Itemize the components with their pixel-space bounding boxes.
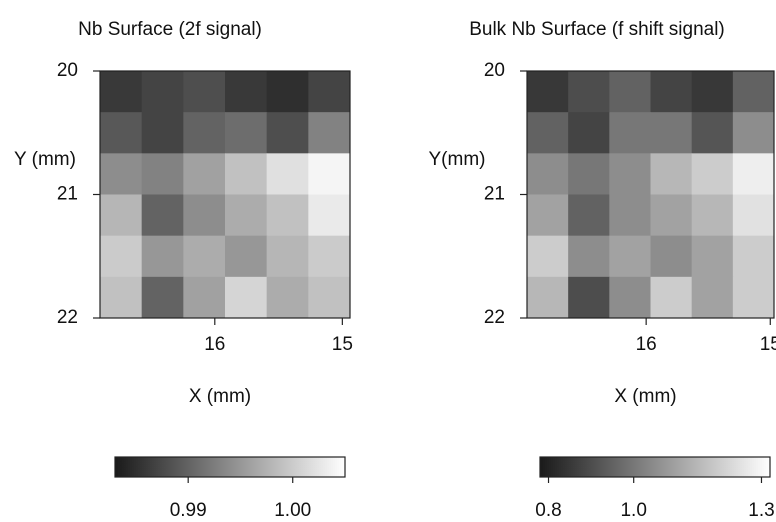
heatmap-cell <box>141 194 184 237</box>
heatmap-cell <box>225 71 268 113</box>
heatmap-cell <box>308 112 351 154</box>
heatmap-cell <box>732 71 775 113</box>
heatmap-cell <box>183 276 226 319</box>
y-tick-label: 22 <box>57 307 78 328</box>
heatmap-cell <box>183 112 226 154</box>
heatmap-cell <box>527 235 569 278</box>
heatmap-cell <box>568 112 610 154</box>
heatmap-cell <box>732 153 775 195</box>
heatmap-cell <box>183 194 226 237</box>
heatmap-cell <box>183 71 226 113</box>
heatmap-cell <box>266 112 309 154</box>
y-axis-label: Y(mm) <box>429 149 486 170</box>
heatmap-cell <box>650 276 693 319</box>
heatmap-cell <box>568 71 610 113</box>
heatmap-cell <box>183 235 226 278</box>
heatmap-cell <box>650 112 693 154</box>
heatmap-cell <box>691 276 734 319</box>
colorbar-tick-label: 0.8 <box>535 500 561 521</box>
heatmap-cell <box>609 112 651 154</box>
heatmap-cell <box>100 194 143 237</box>
x-tick-label: 15 <box>332 334 353 355</box>
heatmap-cell <box>308 276 351 319</box>
x-tick-label: 16 <box>204 334 225 355</box>
heatmap-cell <box>308 235 351 278</box>
heatmap-cell <box>691 71 734 113</box>
heatmap-cell <box>527 194 569 237</box>
heatmap-cell <box>308 153 351 195</box>
heatmap-cell <box>266 153 309 195</box>
y-axis-label: Y (mm) <box>14 149 76 170</box>
colorbar <box>539 456 771 478</box>
x-axis-label: X (mm) <box>614 386 676 407</box>
heatmap-cell <box>308 194 351 237</box>
heatmap-cell <box>732 112 775 154</box>
heatmap-cell <box>609 276 651 319</box>
heatmap-cell <box>691 112 734 154</box>
heatmap-cell <box>568 194 610 237</box>
heatmap-cell <box>266 71 309 113</box>
heatmap-cell <box>732 235 775 278</box>
heatmap-cell <box>100 153 143 195</box>
y-tick-label: 20 <box>484 60 505 81</box>
heatmap-cell <box>225 153 268 195</box>
heatmap-cell <box>691 194 734 237</box>
colorbar-tick-label: 1.00 <box>274 500 311 521</box>
heatmap-cell <box>141 235 184 278</box>
heatmap-cell <box>609 71 651 113</box>
heatmap-cell <box>225 194 268 237</box>
y-tick-label: 20 <box>57 60 78 81</box>
heatmap-cell <box>100 112 143 154</box>
heatmap-cell <box>141 112 184 154</box>
heatmap-cell <box>225 112 268 154</box>
heatmap-cell <box>527 276 569 319</box>
heatmap-cell <box>141 153 184 195</box>
heatmap-cell <box>568 153 610 195</box>
heatmap-cell <box>100 235 143 278</box>
panel-title: Nb Surface (2f signal) <box>78 19 262 40</box>
heatmap-cell <box>691 153 734 195</box>
heatmap-cell <box>100 71 143 113</box>
heatmap-cell <box>141 276 184 319</box>
heatmap-cell <box>568 276 610 319</box>
heatmap-cell <box>266 235 309 278</box>
heatmap-cell <box>568 235 610 278</box>
heatmap-cell <box>308 71 351 113</box>
heatmap-cell <box>527 71 569 113</box>
y-tick-label: 21 <box>57 184 78 205</box>
x-tick-label: 15 <box>760 334 776 355</box>
colorbar <box>114 456 346 478</box>
heatmap-cell <box>183 153 226 195</box>
x-axis-label: X (mm) <box>189 386 251 407</box>
panel-title: Bulk Nb Surface (f shift signal) <box>469 19 725 40</box>
heatmap-cell <box>225 235 268 278</box>
y-tick-label: 22 <box>484 307 505 328</box>
heatmap-cell <box>650 194 693 237</box>
heatmap-cell <box>100 276 143 319</box>
heatmap-cell <box>527 153 569 195</box>
colorbar-tick-label: 1.3 <box>748 500 774 521</box>
colorbar-tick-label: 0.99 <box>170 500 207 521</box>
heatmap-cell <box>527 112 569 154</box>
heatmap-cell <box>141 71 184 113</box>
heatmap-cell <box>732 276 775 319</box>
heatmap-cell <box>266 276 309 319</box>
y-tick-label: 21 <box>484 184 505 205</box>
heatmap-cell <box>650 153 693 195</box>
heatmap-cell <box>650 235 693 278</box>
heatmap-cell <box>609 235 651 278</box>
heatmap-cell <box>691 235 734 278</box>
heatmap-cell <box>266 194 309 237</box>
x-tick-label: 16 <box>636 334 657 355</box>
heatmap-cell <box>609 194 651 237</box>
heatmap-cell <box>609 153 651 195</box>
heatmap-cell <box>650 71 693 113</box>
colorbar-tick-label: 1.0 <box>620 500 646 521</box>
heatmap-cell <box>225 276 268 319</box>
heatmap-cell <box>732 194 775 237</box>
